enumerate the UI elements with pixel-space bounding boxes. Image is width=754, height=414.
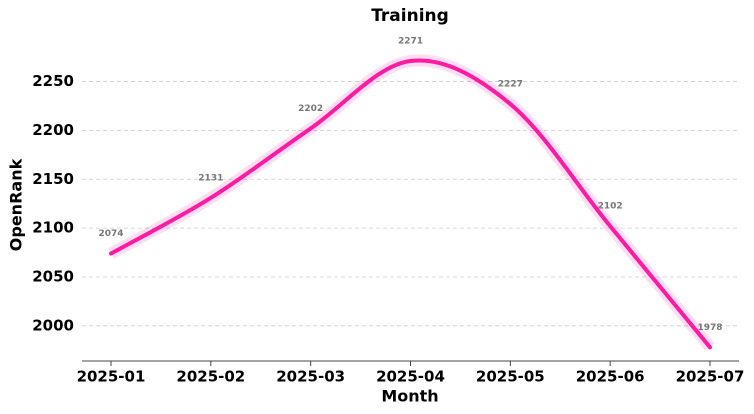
x-tick-label: 2025-04 <box>376 368 445 386</box>
value-label: 2102 <box>598 202 623 212</box>
y-tick-label: 2050 <box>32 267 74 285</box>
x-tick-label: 2025-03 <box>276 368 345 386</box>
value-label: 2202 <box>298 104 323 114</box>
value-label: 2074 <box>98 229 123 239</box>
x-tick-label: 2025-05 <box>476 368 545 386</box>
y-tick-label: 2100 <box>32 219 74 237</box>
chart-title: Training <box>371 6 449 26</box>
y-tick-label: 2150 <box>32 170 74 188</box>
x-tick-label: 2025-07 <box>676 368 745 386</box>
value-label: 2271 <box>398 37 423 47</box>
value-label: 2227 <box>498 80 523 90</box>
y-tick-label: 2250 <box>32 72 74 90</box>
x-tick-label: 2025-01 <box>77 368 146 386</box>
y-tick-label: 2000 <box>32 316 74 334</box>
y-axis-label: OpenRank <box>7 158 26 251</box>
value-label: 2131 <box>198 173 223 183</box>
x-axis-label: Month <box>381 387 438 406</box>
x-tick-label: 2025-02 <box>176 368 245 386</box>
x-tick-label: 2025-06 <box>576 368 645 386</box>
y-tick-label: 2200 <box>32 121 74 139</box>
line <box>109 58 712 350</box>
value-label: 1978 <box>697 323 722 333</box>
